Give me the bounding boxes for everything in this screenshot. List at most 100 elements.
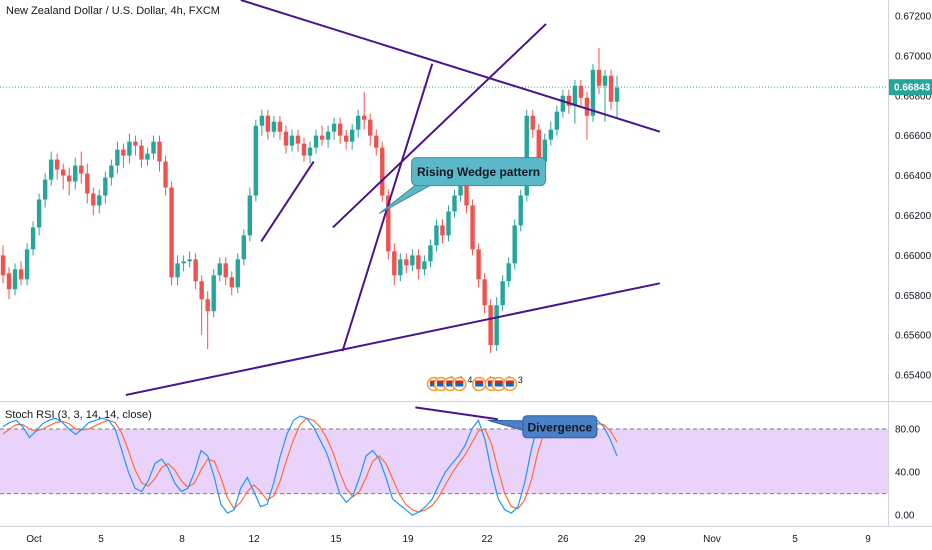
candle [325, 125, 331, 148]
time-axis[interactable]: Oct 5 8 12 15 19 22 26 29 Nov 5 9 [26, 534, 871, 545]
candle-body [6, 273, 12, 290]
candle-body [440, 225, 445, 236]
candle-body [410, 255, 415, 266]
candle [115, 141, 120, 174]
price-tick-label: 0.67000 [895, 51, 932, 62]
candle [301, 137, 307, 162]
candle-body [614, 87, 620, 102]
candle [241, 229, 246, 266]
flag-stripe-icon [446, 383, 455, 387]
candle [109, 159, 114, 186]
current-price-label: 0.66843 [894, 83, 931, 94]
candle [512, 219, 517, 270]
candle [163, 155, 168, 196]
candle [61, 163, 66, 190]
candle-body [145, 153, 150, 160]
candle [181, 255, 186, 272]
candle-body [548, 129, 554, 140]
rising-wedge-callout[interactable]: Rising Wedge pattern [378, 157, 547, 214]
candle [271, 115, 277, 138]
price-tick-label: 0.66800 [895, 91, 932, 102]
candle [524, 109, 529, 202]
candle-body [301, 143, 307, 156]
candle-body [343, 135, 349, 142]
flag-stripe-icon [455, 380, 464, 384]
trendline-group[interactable] [125, 0, 661, 396]
candle-body [259, 115, 265, 126]
flag-stripe-icon [505, 380, 514, 384]
candle-body [247, 195, 253, 236]
stoch-rsi-guide-lines [0, 428, 888, 495]
candle [566, 89, 572, 114]
candle-body [139, 145, 144, 160]
candle-body [283, 131, 289, 146]
candle-body [404, 259, 409, 266]
stoch-rsi-tick-label: 80.00 [895, 424, 920, 435]
stoch-rsi-pane[interactable]: Divergence Stoch RSI (3, 3, 14, 14, clos… [0, 406, 888, 516]
candle [518, 189, 523, 232]
candle [440, 219, 445, 244]
candle-body [476, 249, 481, 280]
trendline-lower-broadening[interactable] [125, 282, 660, 396]
flag-stripe-icon [475, 380, 484, 384]
candle-body [151, 141, 156, 154]
candle [476, 243, 481, 288]
candle-body [24, 249, 30, 280]
candle-body [115, 149, 120, 166]
divergence-drawing[interactable]: Divergence [415, 406, 598, 439]
time-tick-label: 5 [98, 534, 104, 545]
candle [229, 271, 234, 296]
candle-body [416, 255, 421, 270]
candle [446, 205, 451, 242]
candle-body [368, 119, 373, 136]
candle [139, 139, 144, 168]
candle [12, 263, 18, 296]
candle [319, 125, 325, 146]
candle [235, 253, 240, 294]
candle-body [169, 187, 174, 278]
candle-body [452, 195, 457, 212]
candle-body [554, 111, 560, 130]
candle [151, 135, 156, 160]
candle [97, 189, 102, 214]
event-marker[interactable]: 3 [502, 375, 523, 392]
callout-box[interactable] [411, 157, 547, 187]
candle-body [30, 227, 36, 250]
price-pane[interactable]: 224433 Rising Wedge pattern New Zealand … [0, 0, 888, 396]
candle-body [163, 161, 168, 188]
candle-body [277, 121, 283, 132]
candle [193, 253, 198, 290]
time-tick-label: 29 [634, 534, 646, 545]
price-scale[interactable]: 0.67200 0.67000 0.66800 0.66600 0.66400 0.662… [888, 0, 932, 526]
stoch-rsi-band [0, 428, 888, 494]
event-marker[interactable]: 4 [452, 375, 473, 392]
candle [428, 239, 433, 268]
trendline-wedge-upper[interactable] [332, 23, 547, 229]
trendline-upper-broadening[interactable] [240, 0, 661, 133]
candle [6, 267, 12, 300]
divergence-line[interactable] [415, 406, 498, 421]
candle [470, 199, 475, 256]
trendline-wedge-left[interactable] [260, 161, 315, 242]
price-tick-label: 0.66000 [895, 251, 932, 262]
current-price-tag-bg [889, 79, 932, 96]
candle-body [73, 165, 78, 182]
candle [73, 157, 78, 190]
candle [349, 123, 355, 150]
divergence-box[interactable] [522, 415, 598, 439]
candle [482, 273, 487, 314]
candle-body [542, 139, 547, 162]
economic-events-group[interactable]: 224433 [426, 375, 523, 392]
candle [24, 243, 30, 286]
candle-body [61, 169, 66, 176]
flag-stripe-icon [446, 380, 455, 384]
candle [452, 189, 457, 218]
price-tick-label: 0.65600 [895, 331, 932, 342]
candle [277, 115, 283, 140]
time-tick-label: Oct [26, 534, 42, 545]
candle [368, 113, 373, 146]
time-tick-label: 15 [330, 534, 342, 545]
time-tick-label: 22 [481, 534, 493, 545]
candle-body [48, 159, 54, 180]
